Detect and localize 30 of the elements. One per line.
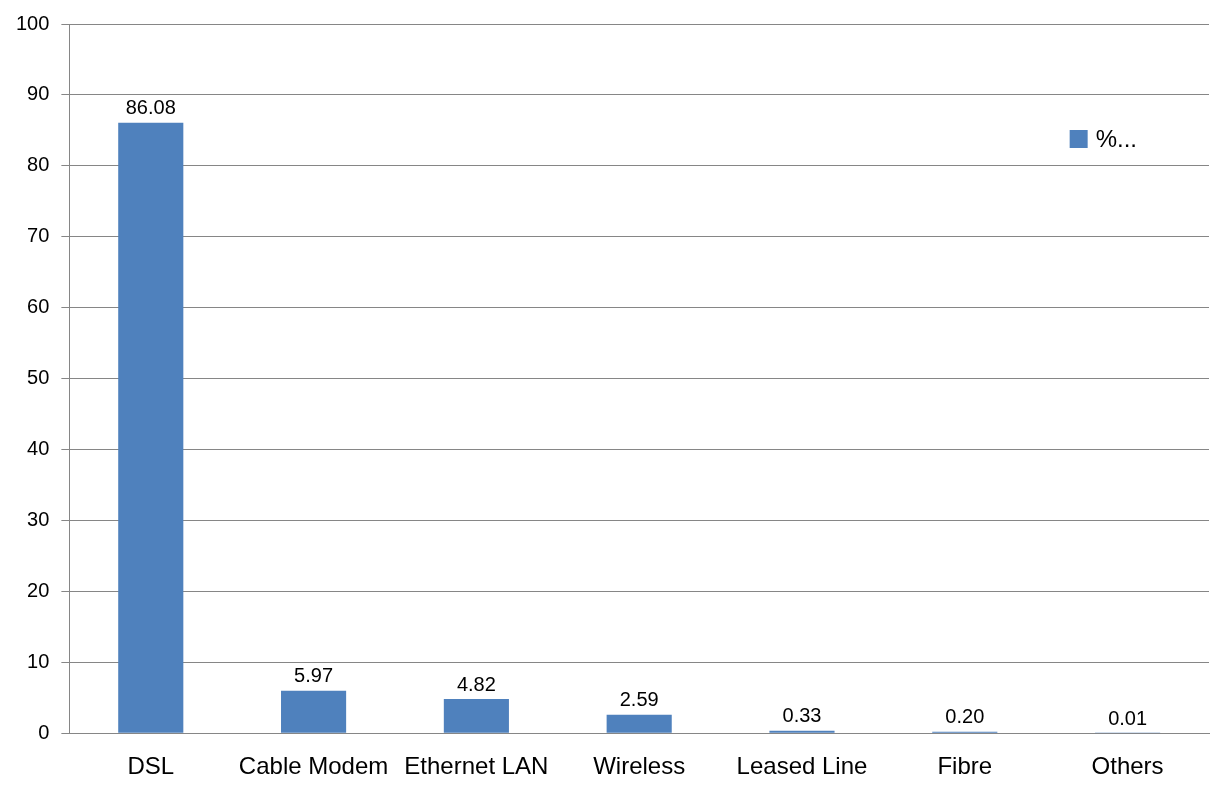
x-tick-label: Leased Line xyxy=(736,752,868,780)
y-tick-label: 50 xyxy=(27,366,50,389)
x-tick-label: Wireless xyxy=(593,752,686,780)
bar xyxy=(281,690,347,733)
data-label: 0.01 xyxy=(1108,706,1148,729)
legend-label: %... xyxy=(1095,124,1137,152)
bar xyxy=(443,699,509,733)
data-label: 0.20 xyxy=(945,705,985,728)
y-tick-label: 30 xyxy=(27,507,50,530)
y-tick-label: 20 xyxy=(27,578,50,601)
data-label: 4.82 xyxy=(456,672,496,695)
bar xyxy=(606,714,672,733)
data-label: 2.59 xyxy=(619,688,659,711)
data-label: 0.33 xyxy=(782,704,822,727)
y-tick-label: 40 xyxy=(27,437,50,460)
x-tick-label: Cable Modem xyxy=(238,752,389,780)
y-tick-label: 0 xyxy=(38,720,50,743)
x-tick-label: DSL xyxy=(127,752,175,780)
bar xyxy=(118,122,184,733)
y-tick-label: 60 xyxy=(27,295,50,318)
x-tick-label: Fibre xyxy=(937,752,993,780)
y-tick-label: 90 xyxy=(27,82,50,105)
y-tick-label: 70 xyxy=(27,224,50,247)
y-tick-label: 100 xyxy=(15,11,50,34)
y-tick-label: 10 xyxy=(27,649,50,672)
y-tick-label: 80 xyxy=(27,153,50,176)
data-label: 5.97 xyxy=(294,664,334,687)
x-tick-label: Ethernet LAN xyxy=(404,752,549,780)
x-tick-label: Others xyxy=(1091,752,1164,780)
data-label: 86.08 xyxy=(125,96,176,119)
